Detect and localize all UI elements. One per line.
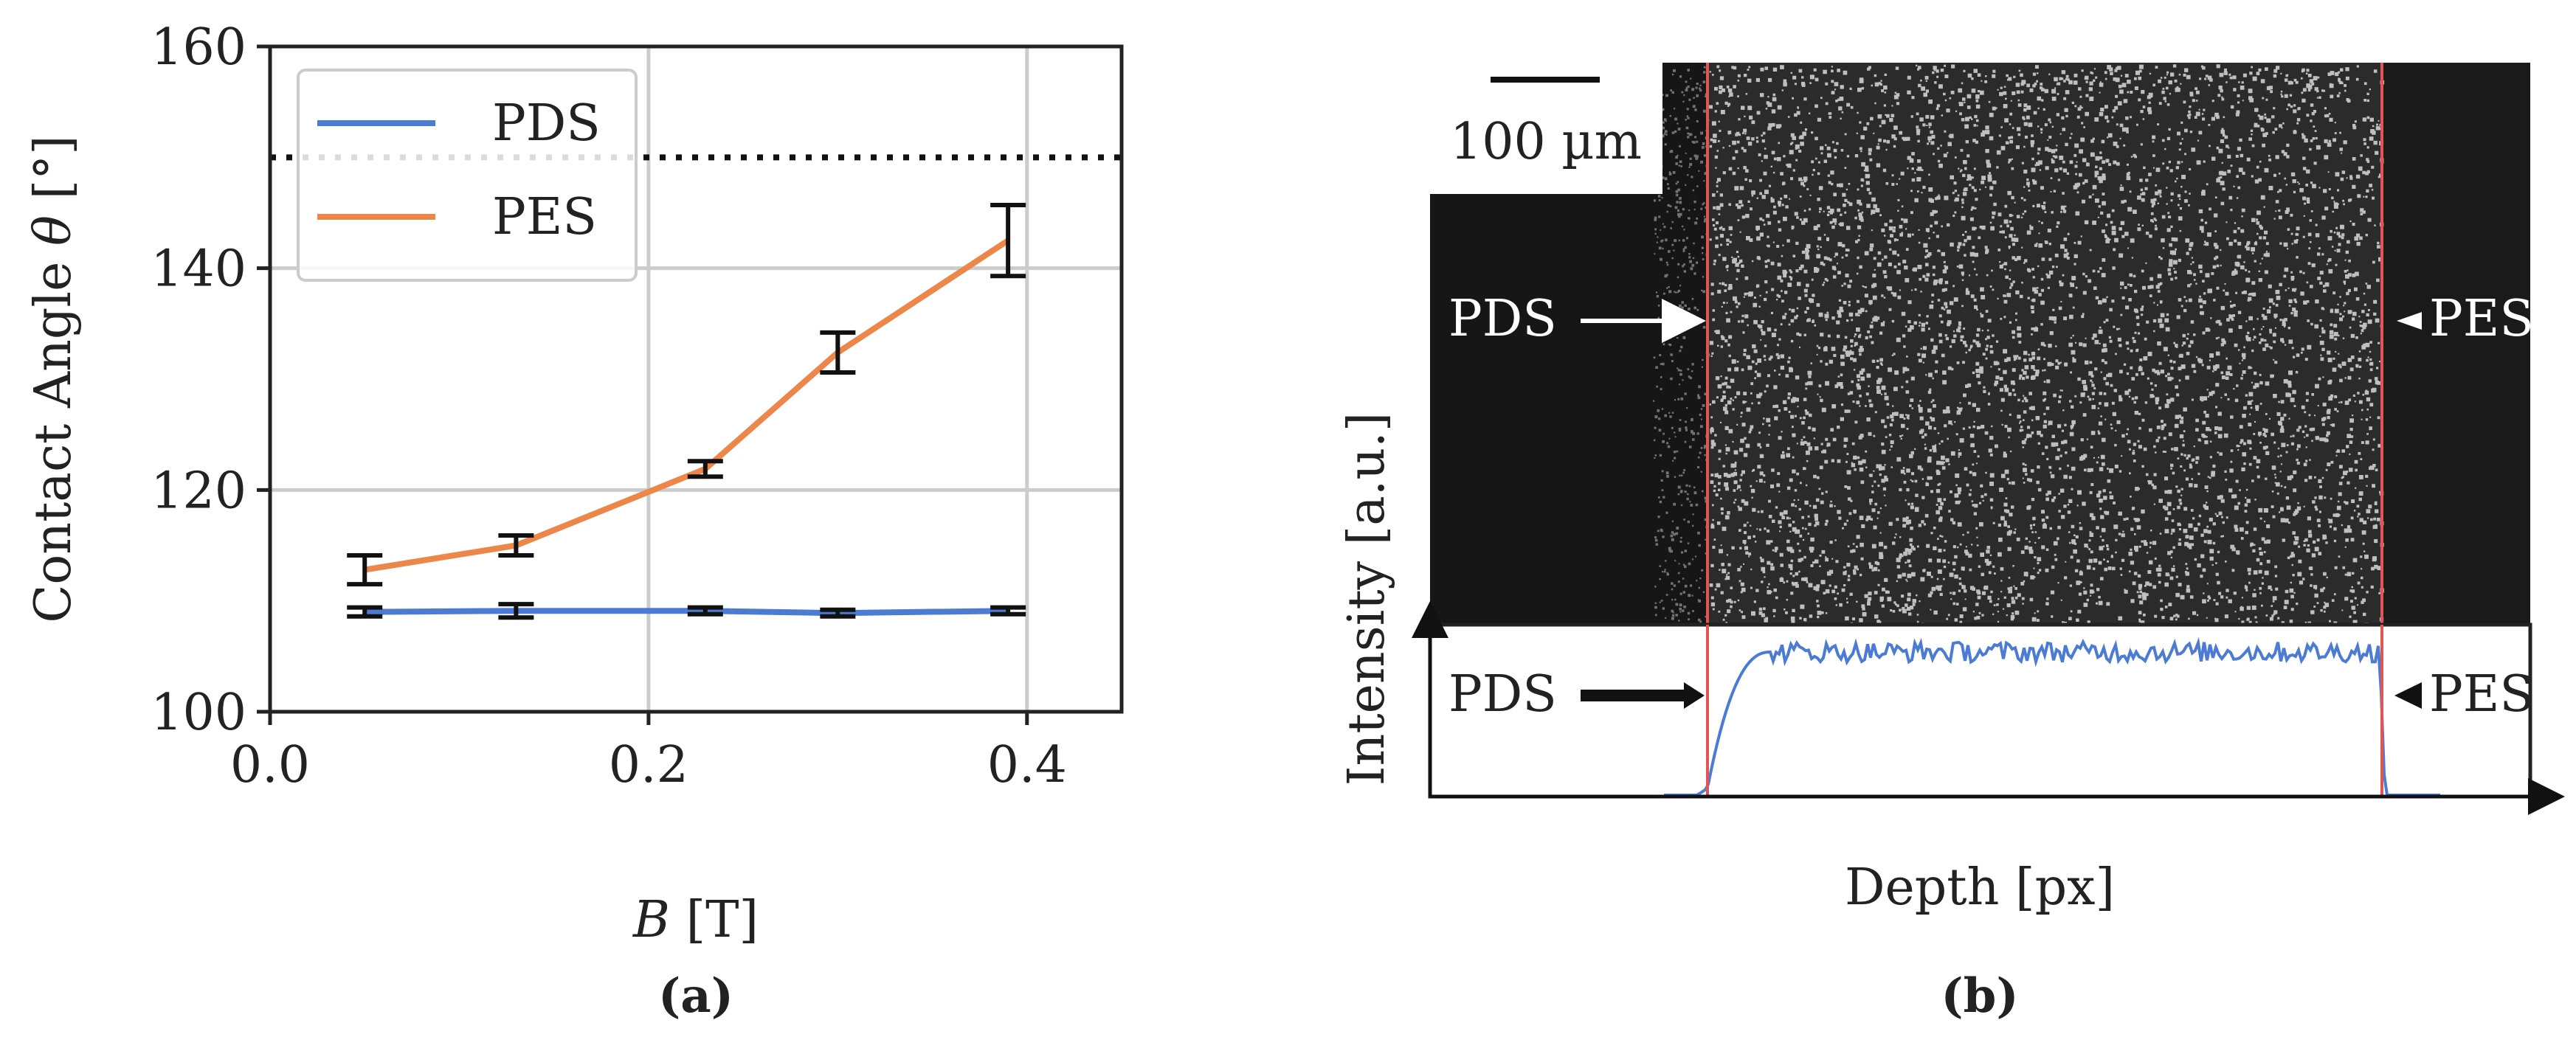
image-label-pes: PES bbox=[2429, 290, 2534, 348]
error-bar-pes bbox=[347, 553, 383, 587]
profile-label-pes: PES bbox=[2429, 665, 2534, 724]
panel-label-a: (a) bbox=[658, 968, 733, 1024]
y-tick-label: 160 bbox=[151, 18, 246, 77]
panel-b: 100 µm PDS PES PDS PES Intensity [a.u.] … bbox=[1338, 63, 2565, 1024]
x-tick-label: 0.2 bbox=[609, 736, 688, 794]
error-bar-pes bbox=[990, 202, 1026, 279]
y-axis-title-b: Intensity [a.u.] bbox=[1338, 412, 1396, 786]
series-line-pes bbox=[364, 237, 1010, 573]
error-bar-pds bbox=[990, 605, 1026, 617]
y-tick-label: 100 bbox=[151, 684, 246, 742]
error-bar-pes bbox=[498, 533, 534, 558]
plot-frame bbox=[268, 44, 1124, 714]
y-axis-title-var: θ bbox=[24, 215, 83, 246]
intensity-profile-line bbox=[1664, 637, 2440, 797]
micrograph-right-region bbox=[2382, 63, 2530, 625]
error-bar-pds bbox=[498, 602, 534, 620]
series-group bbox=[347, 202, 1026, 620]
y-axis-title-unit: [°] bbox=[24, 135, 83, 215]
x-axis-title-b: Depth [px] bbox=[1845, 859, 2115, 917]
legend-label-pes: PES bbox=[492, 188, 597, 246]
legend-label-pds: PDS bbox=[492, 94, 601, 153]
error-bar-pds bbox=[687, 605, 723, 617]
panel-label-b: (b) bbox=[1941, 968, 2018, 1024]
error-bar-pds bbox=[347, 605, 383, 619]
x-axis-title-unit: [T] bbox=[670, 891, 759, 949]
x-axis-title: B [T] bbox=[632, 891, 759, 949]
error-bar-pes bbox=[820, 330, 856, 375]
image-arrow-pes bbox=[2397, 312, 2422, 330]
legend: PDS PES bbox=[297, 69, 638, 282]
y-tick-label: 140 bbox=[151, 240, 246, 299]
y-axis-title-text: Contact Angle bbox=[24, 246, 83, 623]
image-label-pds: PDS bbox=[1448, 290, 1557, 348]
profile-arrow-pes-head bbox=[2394, 682, 2422, 709]
y-tick-label: 120 bbox=[151, 462, 246, 520]
profile-label-pds: PDS bbox=[1448, 665, 1557, 724]
speckles-dim bbox=[1653, 64, 1710, 623]
error-bar-pes bbox=[687, 459, 723, 479]
profile-arrow-pds-shaft bbox=[1581, 690, 1684, 701]
scale-bar-box bbox=[1430, 63, 1662, 194]
particle-speckles bbox=[1653, 64, 2385, 625]
axis-ticks: 0.0 0.2 0.4 100 120 140 160 bbox=[151, 18, 1067, 794]
x-axis-title-var: B bbox=[632, 891, 670, 949]
micrograph-center-region bbox=[1707, 63, 2382, 625]
y-axis-title: Contact Angle θ [°] bbox=[24, 135, 83, 622]
x-tick-label: 0.4 bbox=[987, 736, 1067, 794]
scale-bar-label: 100 µm bbox=[1450, 113, 1642, 171]
error-bar-pds bbox=[820, 607, 856, 619]
x-tick-label: 0.0 bbox=[230, 736, 310, 794]
profile-arrow-pds-head bbox=[1684, 682, 1705, 709]
panel-a: 0.0 0.2 0.4 100 120 140 160 PDS PES Contact An… bbox=[24, 18, 1124, 1024]
series-line-pds bbox=[365, 608, 1009, 617]
